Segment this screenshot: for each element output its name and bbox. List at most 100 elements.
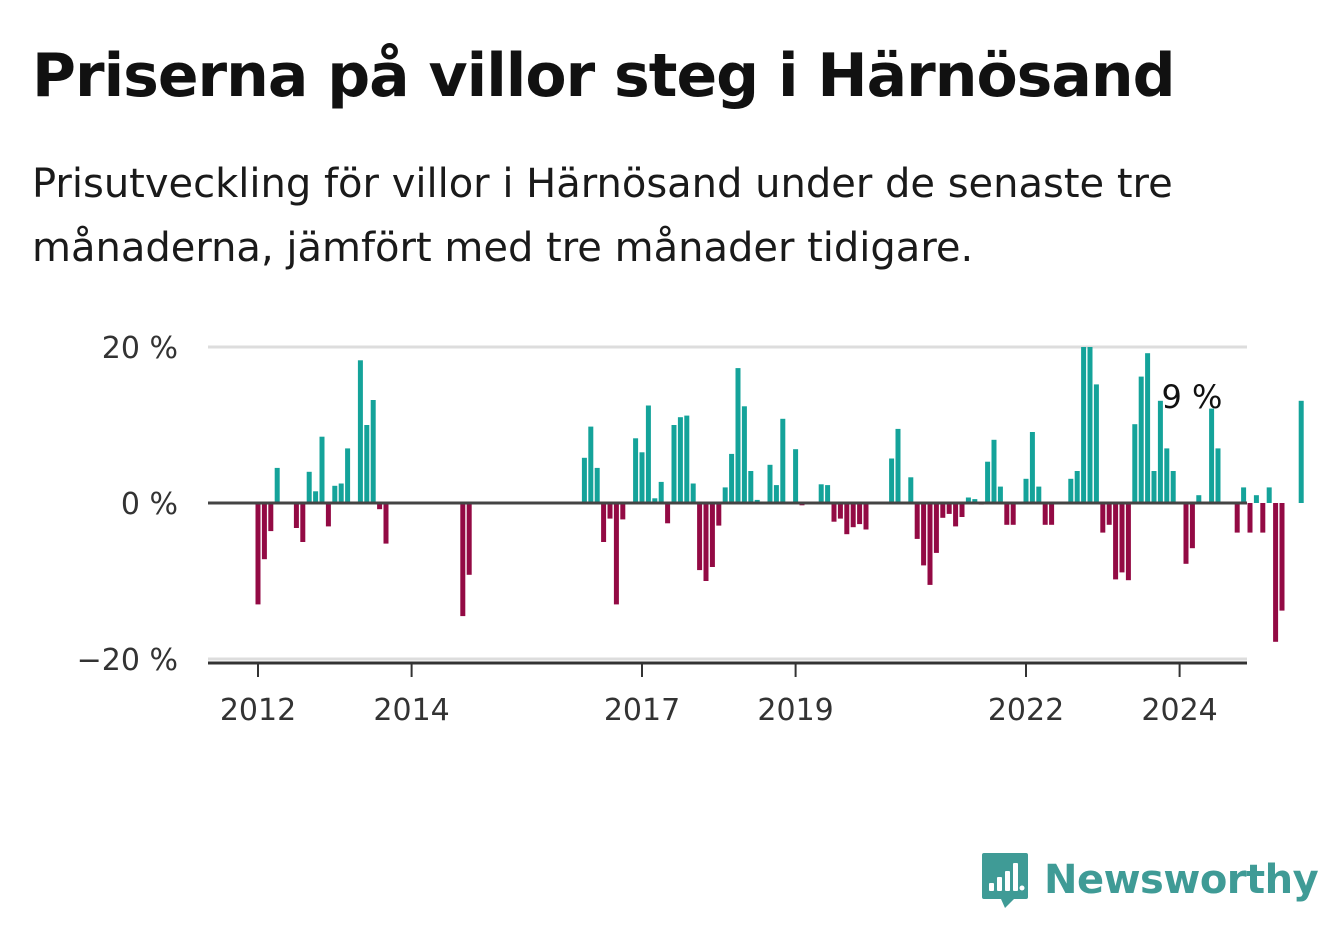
bar [997,486,1003,503]
bar [601,503,607,542]
bar [370,400,376,503]
bar [1093,384,1099,503]
bar [377,503,383,510]
bar [844,503,850,535]
bar-chart: 20 % 0 % −20 % 2012 2014 2017 2019 2022 2024 9 % [77,331,1304,728]
y-tick-label: 0 % [121,487,178,522]
x-tick-label: 2022 [988,693,1064,728]
bar [697,503,703,571]
bar [1151,471,1157,503]
bar [588,426,594,503]
bar [972,499,978,503]
bar [1087,347,1093,503]
bar [300,503,306,542]
bar [671,425,677,503]
bar [338,483,344,503]
chart-subtitle: Prisutveckling för villor i Härnösand un… [32,161,1173,271]
bar [645,405,651,503]
bar [1260,503,1266,533]
bars [255,347,1304,642]
bar [741,406,747,503]
bar [716,503,722,526]
bar [735,368,741,503]
bar [1279,503,1285,611]
bar [722,487,728,503]
bar [613,503,619,605]
bar [914,503,920,539]
bar [965,497,971,503]
bar [703,503,709,581]
bar-chart-speech-bubble-icon [982,853,1028,908]
bar [1106,503,1112,525]
x-tick-label: 2024 [1141,693,1217,728]
brand-name: Newsworthy [1044,857,1319,903]
bar [1138,376,1144,503]
bar [581,457,587,503]
bar [767,464,773,503]
bar [1004,503,1010,525]
bar [1132,424,1138,503]
bar [1100,503,1106,533]
bar [1119,503,1125,573]
bar [1247,503,1253,533]
bar [889,458,895,503]
bar [620,503,626,520]
x-tick-label: 2012 [220,693,296,728]
bar [1125,503,1131,581]
bar [1241,487,1247,503]
bar [991,439,997,503]
labels: 20 % 0 % −20 % 2012 2014 2017 2019 2022 2024 9 % [77,331,1223,728]
bar [793,449,799,503]
bar [1234,503,1240,533]
bar [690,483,696,503]
bar [357,360,363,503]
bar [658,481,664,503]
bar [1145,353,1151,503]
bar [953,503,959,527]
bar [1170,471,1176,503]
bar [332,485,338,503]
bar [1196,495,1202,503]
latest-value-label: 9 % [1161,378,1222,416]
bar [1010,503,1016,525]
bar [850,503,856,528]
bar [325,503,331,527]
bar [946,503,952,514]
bar [780,418,786,503]
bar [255,503,261,605]
bar [319,436,325,503]
bar [985,461,991,503]
bar [594,467,600,503]
y-tick-label: −20 % [77,643,178,678]
axes [208,501,1247,677]
bar [268,503,274,532]
bar [1273,503,1279,642]
bar [1068,478,1074,503]
bar [1253,495,1259,503]
bar [863,503,869,530]
bar [274,467,280,503]
bar [895,428,901,503]
bar [1081,347,1087,503]
bar [1164,448,1170,503]
bar [313,491,319,503]
bar [1113,503,1119,580]
bar [940,503,946,518]
bar [709,503,715,567]
bar [908,477,914,503]
bar [773,485,779,503]
bar [1042,503,1048,525]
bar [293,503,299,528]
bar [1074,471,1080,503]
bar [921,503,927,566]
bar [1029,432,1035,503]
bar [466,503,472,575]
x-tick-label: 2019 [757,693,833,728]
bar [831,503,837,522]
bar [825,485,831,503]
bar [857,503,863,525]
bar [652,498,658,503]
bar [1189,503,1195,549]
bar [364,425,370,503]
bar [677,417,683,503]
